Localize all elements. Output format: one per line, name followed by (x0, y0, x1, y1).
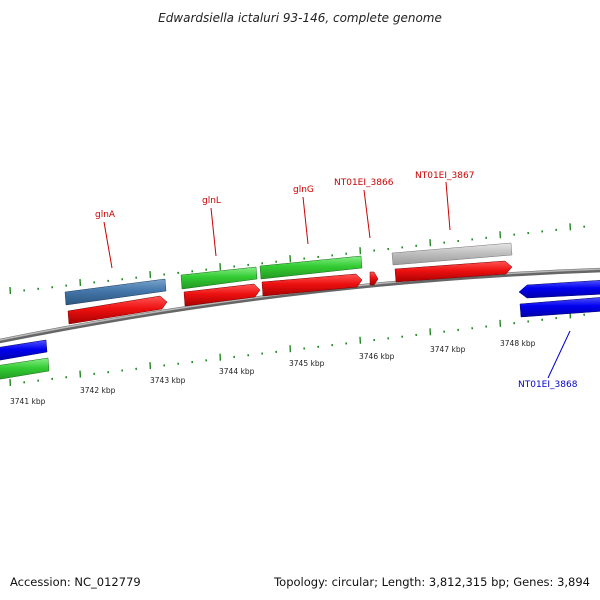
ruler-label: 3748 kbp (500, 339, 536, 348)
ruler-label: 3747 kbp (430, 345, 466, 354)
gene-glnA[interactable] (64, 278, 167, 306)
cds-NT01EI_3868[interactable] (519, 297, 600, 318)
leader-line (302, 196, 309, 245)
gene-label-NT01EI_3866[interactable]: NT01EI_3866 (334, 178, 394, 188)
cds-NT01EI_3867[interactable] (394, 260, 513, 283)
leader-line (363, 189, 371, 239)
upper-tick-row (9, 223, 586, 295)
leader-line (445, 181, 451, 231)
cds-glnG[interactable] (261, 273, 363, 297)
gene-label-NT01EI_3868[interactable]: NT01EI_3868 (518, 380, 578, 390)
cds-glnA[interactable] (67, 295, 168, 325)
ruler-label: 3741 kbp (10, 397, 46, 406)
leader-line (103, 221, 113, 269)
gene-label-glnA[interactable]: glnA (95, 210, 116, 220)
genome-backbone (0, 267, 600, 344)
ruler-label: 3742 kbp (80, 386, 116, 395)
gene-label-glnG[interactable]: glnG (293, 185, 314, 195)
forward-cds-track (67, 260, 513, 325)
gene-glnG[interactable] (259, 255, 363, 280)
ruler: 3741 kbp 3742 kbp 3743 kbp 3744 kbp 3745… (10, 339, 536, 406)
accession: Accession: NC_012779 (10, 575, 141, 589)
gene-left-blue[interactable] (0, 339, 48, 361)
ruler-label: 3745 kbp (289, 359, 325, 368)
gene-NT01EI_3868[interactable] (518, 280, 600, 299)
reverse-cds-track (0, 280, 600, 361)
map-title: Edwardsiella ictaluri 93-146, complete g… (158, 11, 442, 25)
ruler-label: 3746 kbp (359, 352, 395, 361)
gene-label-NT01EI_3867[interactable]: NT01EI_3867 (415, 171, 474, 181)
gene-glnL[interactable] (180, 266, 258, 290)
gene-NT01EI_3867[interactable] (391, 242, 513, 266)
leader-line (547, 330, 571, 379)
gene-label-glnL[interactable]: glnL (202, 196, 221, 206)
ruler-label: 3744 kbp (219, 367, 255, 376)
gene-annotations: glnA glnL glnG NT01EI_3866 NT01EI_3867 N… (95, 171, 578, 390)
genome-summary: Topology: circular; Length: 3,812,315 bp… (273, 575, 590, 589)
gene-track (64, 242, 513, 306)
cds-glnL[interactable] (183, 283, 261, 307)
ruler-label: 3743 kbp (150, 376, 186, 385)
leader-line (210, 207, 217, 257)
cds-NT01EI_3866[interactable] (369, 271, 379, 286)
gene-left-green[interactable] (0, 357, 50, 380)
